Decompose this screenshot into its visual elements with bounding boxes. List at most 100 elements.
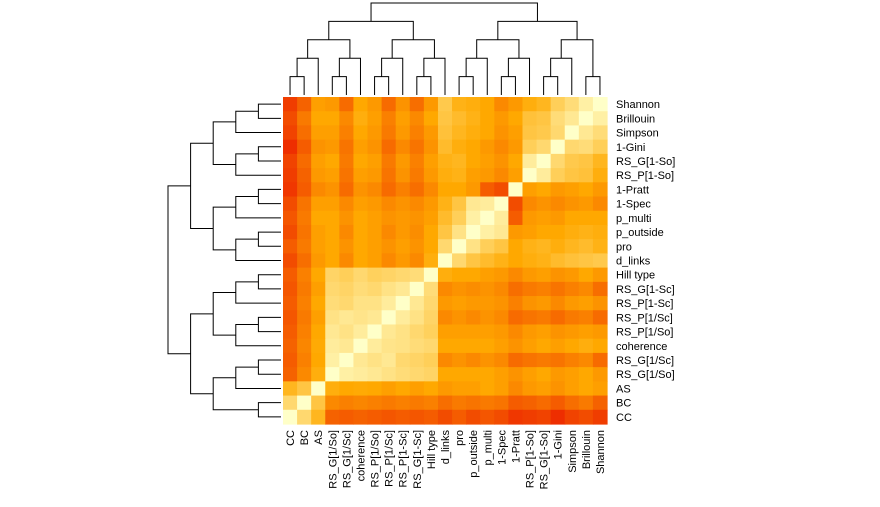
heatmap-cell	[297, 111, 312, 127]
heatmap-cell	[339, 296, 355, 311]
heatmap-cell	[339, 182, 355, 198]
heatmap-cell	[550, 281, 566, 297]
dendrogram-branch	[257, 274, 281, 290]
heatmap-cell	[325, 352, 340, 368]
heatmap-cell	[437, 182, 453, 198]
row-label: d_links	[616, 256, 651, 268]
heatmap-cell	[466, 310, 481, 326]
heatmap-cell	[367, 139, 383, 155]
heatmap-cell	[550, 381, 566, 397]
heatmap-cell	[353, 97, 369, 112]
heatmap-cell	[466, 168, 481, 183]
dendrogram-branch	[374, 76, 390, 95]
heatmap-cell	[353, 367, 369, 382]
heatmap-cell	[578, 253, 594, 269]
heatmap-cell	[311, 153, 326, 169]
heatmap-cell	[564, 352, 580, 368]
heatmap-cell	[367, 409, 383, 425]
heatmap-cell	[522, 139, 538, 155]
column-label: Hill type	[426, 430, 438, 469]
dendrogram-branch	[391, 39, 435, 59]
row-label: Hill type	[616, 270, 655, 282]
heatmap-cell	[297, 409, 312, 425]
heatmap-cell	[452, 239, 467, 254]
heatmap-cell	[508, 111, 524, 127]
heatmap-cell	[550, 224, 566, 240]
heatmap-cell	[494, 125, 509, 141]
heatmap-cell	[437, 324, 453, 340]
dendrogram-branch	[458, 76, 474, 95]
heatmap-cell	[480, 296, 495, 311]
heatmap-cell	[395, 338, 411, 354]
heatmap-cell	[367, 239, 383, 254]
heatmap-cell	[592, 267, 608, 283]
heatmap-cell	[578, 367, 594, 382]
heatmap-cell	[550, 338, 566, 354]
heatmap-cell	[564, 338, 580, 354]
heatmap-cell	[508, 324, 524, 340]
column-dendrogram	[289, 2, 601, 95]
heatmap-cell	[325, 153, 340, 169]
heatmap-cell	[325, 338, 340, 354]
heatmap-cell	[452, 97, 467, 112]
heatmap-cell	[508, 196, 524, 212]
heatmap-cell	[339, 125, 355, 141]
heatmap-cell	[550, 296, 566, 311]
heatmap-cell	[480, 367, 495, 382]
heatmap-cell	[494, 338, 509, 354]
heatmap-cell	[367, 310, 383, 326]
dendrogram-branch	[331, 76, 347, 95]
heatmap-cell	[353, 338, 369, 354]
heatmap-cell	[339, 324, 355, 340]
heatmap-cell	[339, 224, 355, 240]
heatmap-cell	[297, 224, 312, 240]
heatmap-cell	[494, 111, 509, 127]
heatmap-cell	[367, 267, 383, 283]
row-label: RS_P[1-So]	[616, 170, 674, 182]
heatmap-cell	[522, 296, 538, 311]
heatmap-cell	[367, 153, 383, 169]
heatmap-cell	[395, 168, 411, 183]
heatmap-cell	[367, 253, 383, 269]
heatmap-cell	[283, 324, 298, 340]
heatmap-cell	[409, 139, 425, 155]
heatmap-cell	[437, 125, 453, 141]
heatmap-cell	[508, 253, 524, 269]
heatmap-cell	[522, 196, 538, 212]
heatmap-cell	[452, 281, 467, 297]
heatmap-cell	[353, 267, 369, 283]
heatmap-cell	[353, 139, 369, 155]
heatmap-cell	[592, 224, 608, 240]
heatmap-cell	[381, 182, 397, 198]
heatmap-cell	[353, 324, 369, 340]
heatmap-cell	[353, 196, 369, 212]
row-label: 1-Spec	[616, 199, 651, 211]
heatmap-cell	[423, 153, 439, 169]
heatmap-cell	[466, 125, 481, 141]
heatmap-cell	[409, 97, 425, 112]
heatmap-cell	[564, 168, 580, 183]
heatmap-cell	[311, 97, 326, 112]
heatmap-cell	[381, 125, 397, 141]
heatmap-cell	[550, 352, 566, 368]
heatmap-cell	[325, 281, 340, 297]
heatmap-cell	[564, 395, 580, 411]
heatmap-cell	[367, 196, 383, 212]
heatmap-cell	[297, 239, 312, 254]
heatmap-cell	[409, 210, 425, 226]
heatmap-cell	[522, 281, 538, 297]
heatmap-cell	[592, 239, 608, 254]
heatmap-cell	[536, 296, 552, 311]
heatmap-cell	[536, 338, 552, 354]
heatmap-cell	[353, 409, 369, 425]
heatmap-cell	[480, 253, 495, 269]
heatmap-cell	[522, 352, 538, 368]
heatmap-cell	[578, 310, 594, 326]
heatmap-cell	[283, 253, 298, 269]
heatmap-cell	[297, 253, 312, 269]
heatmap-cell	[437, 310, 453, 326]
row-label: pro	[616, 241, 632, 253]
heatmap-cell	[325, 239, 340, 254]
heatmap-cell	[508, 224, 524, 240]
heatmap-cell	[494, 224, 509, 240]
